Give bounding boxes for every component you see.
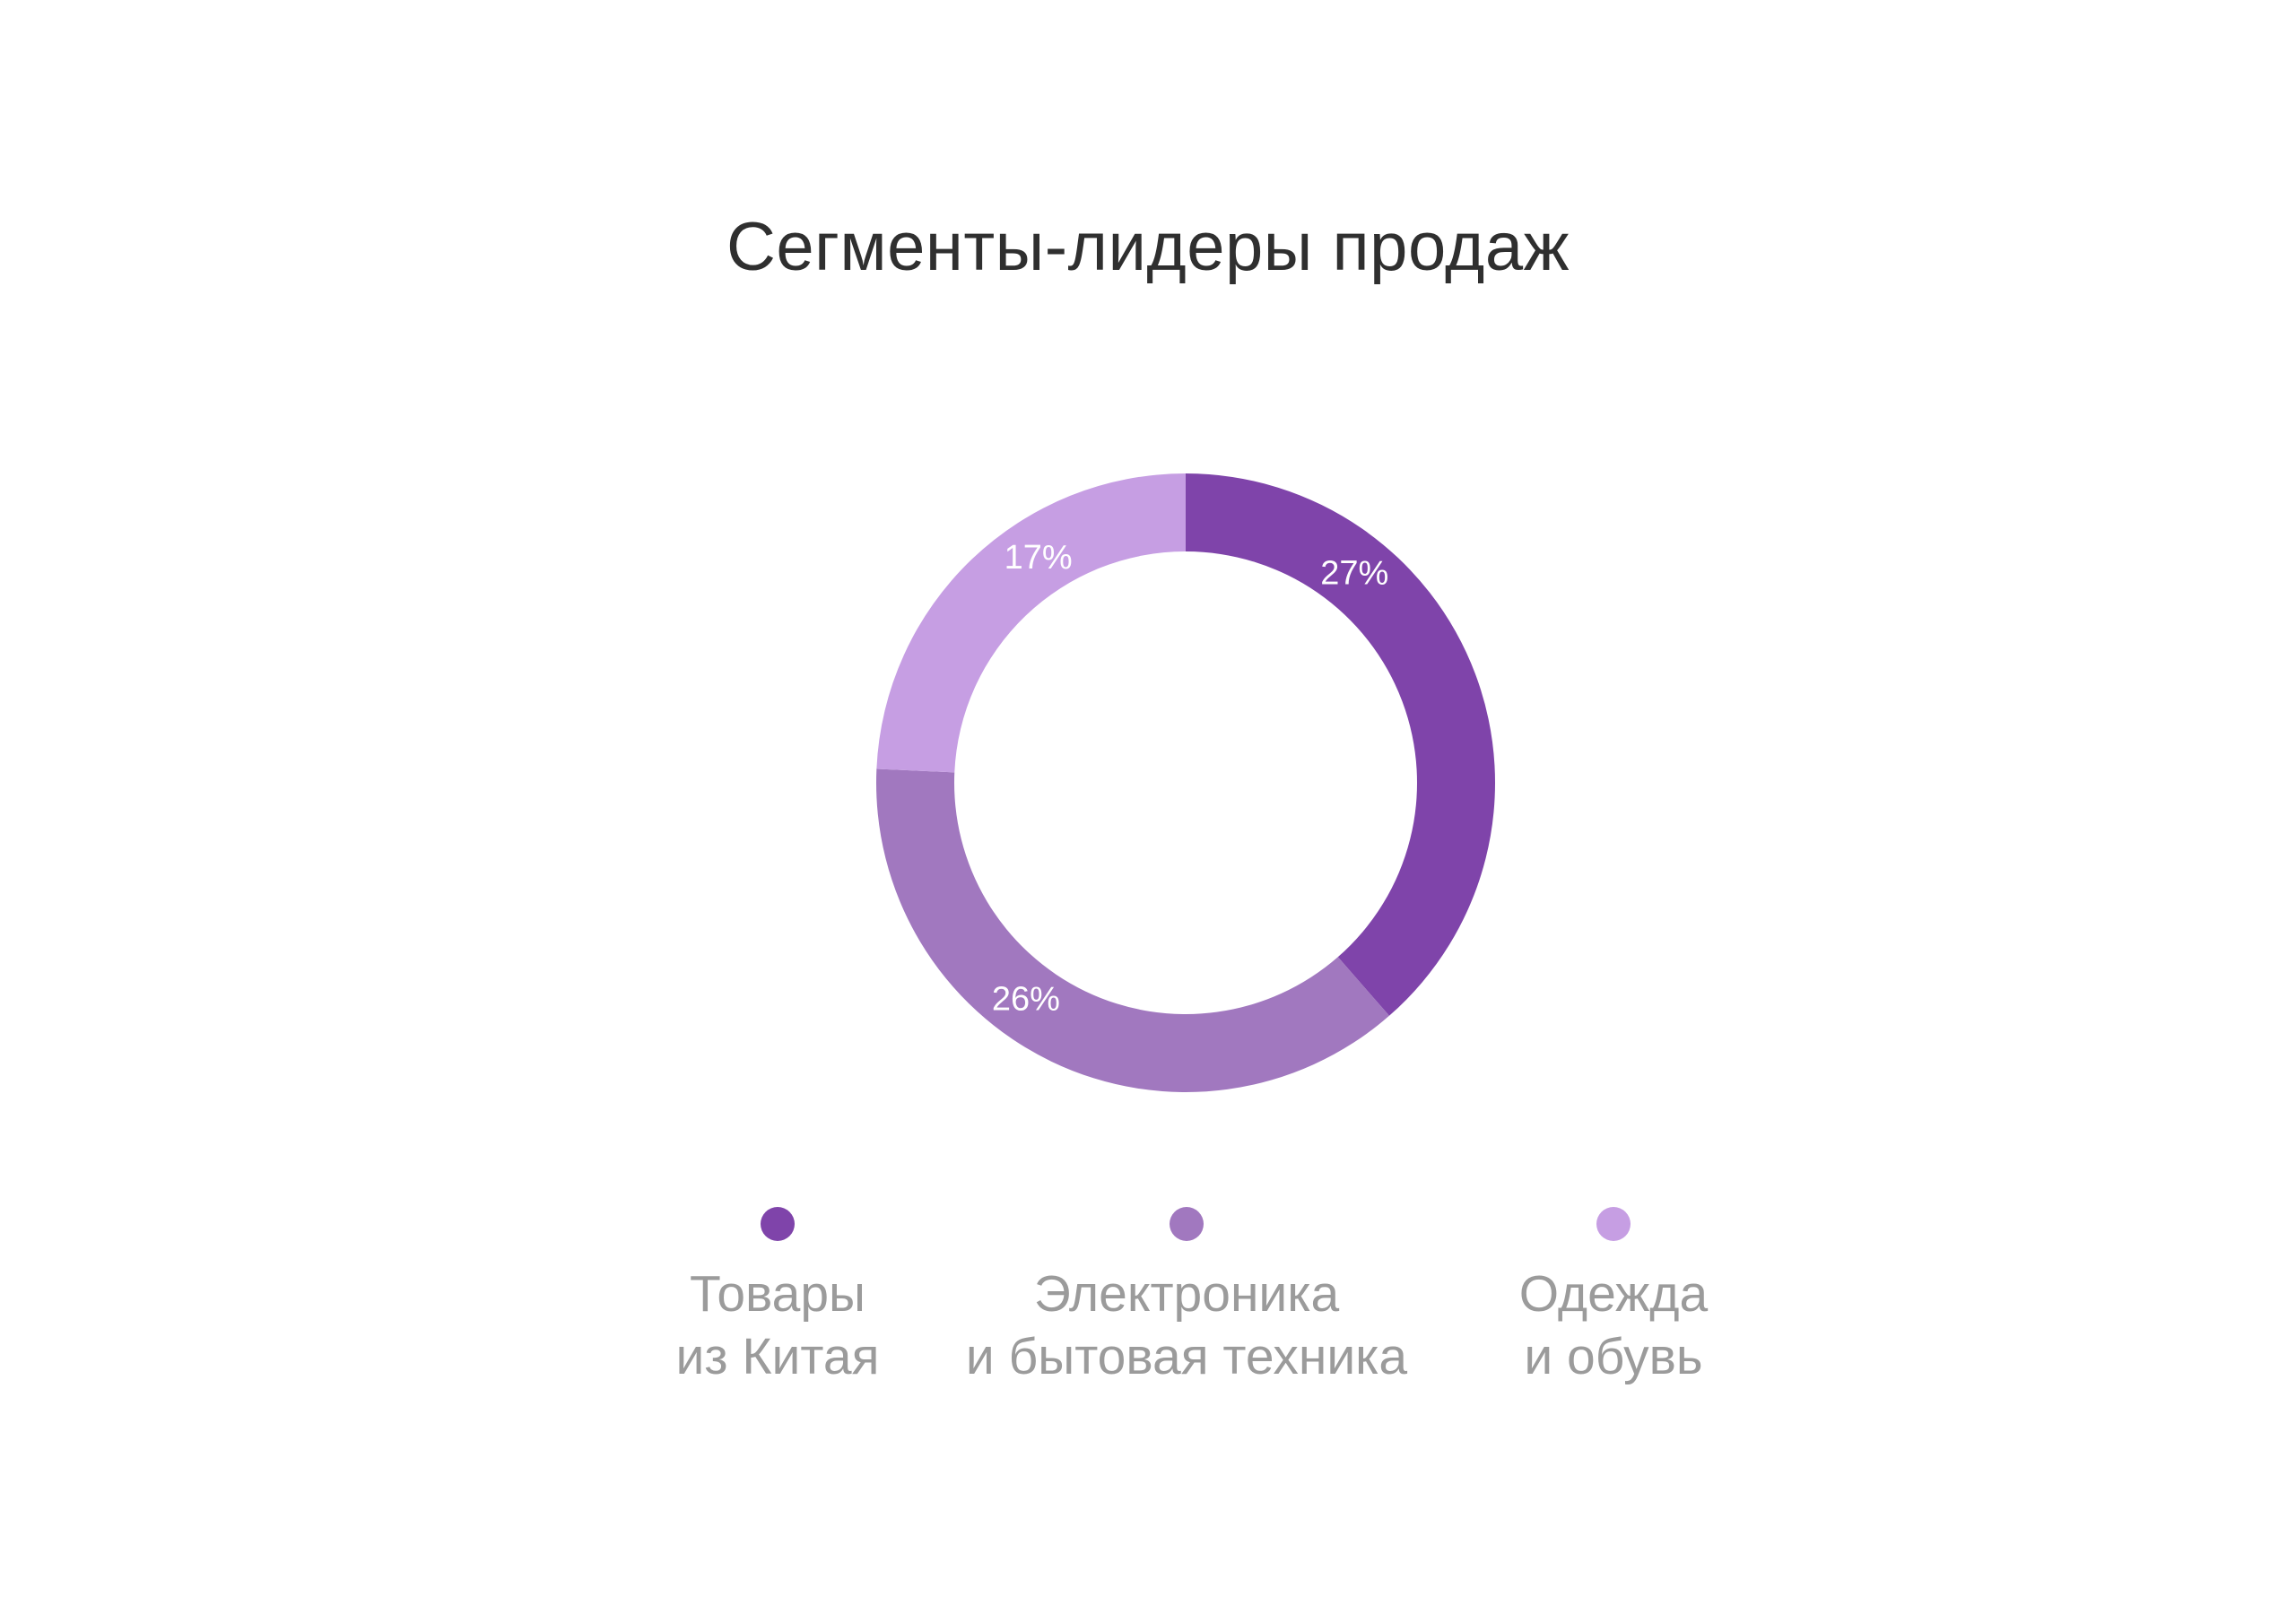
donut-slice-electronics: [876, 768, 1389, 1092]
legend-item-clothing: Одежда и обувь: [1344, 1207, 1883, 1388]
slice-value-label-china-goods: 27%: [1320, 554, 1388, 592]
legend-item-china-goods: Товары из Китая: [509, 1207, 1047, 1388]
legend-label: Товары из Китая: [509, 1263, 1047, 1388]
donut-slice-china-goods: [1186, 473, 1495, 1016]
legend-item-electronics: Электроника и бытовая техника: [918, 1207, 1456, 1388]
legend-label-line: из Китая: [675, 1328, 880, 1385]
legend-label-line: Электроника: [1033, 1265, 1340, 1323]
chart-title: Сегменты-лидеры продаж: [726, 209, 1570, 285]
legend-label: Одежда и обувь: [1344, 1263, 1883, 1388]
legend-dot-china-goods: [761, 1207, 795, 1241]
legend-label-line: Товары: [689, 1265, 866, 1323]
donut-slice-clothing: [876, 473, 1186, 773]
slice-value-label-electronics: 26%: [992, 980, 1060, 1018]
legend-dot-electronics: [1170, 1207, 1204, 1241]
legend-label-line: и обувь: [1524, 1328, 1703, 1385]
legend-dot-clothing: [1596, 1207, 1631, 1241]
legend-label-line: и бытовая техника: [965, 1328, 1408, 1385]
slice-value-label-clothing: 17%: [1004, 539, 1073, 577]
legend-label: Электроника и бытовая техника: [918, 1263, 1456, 1388]
legend-label-line: Одежда: [1518, 1265, 1709, 1323]
